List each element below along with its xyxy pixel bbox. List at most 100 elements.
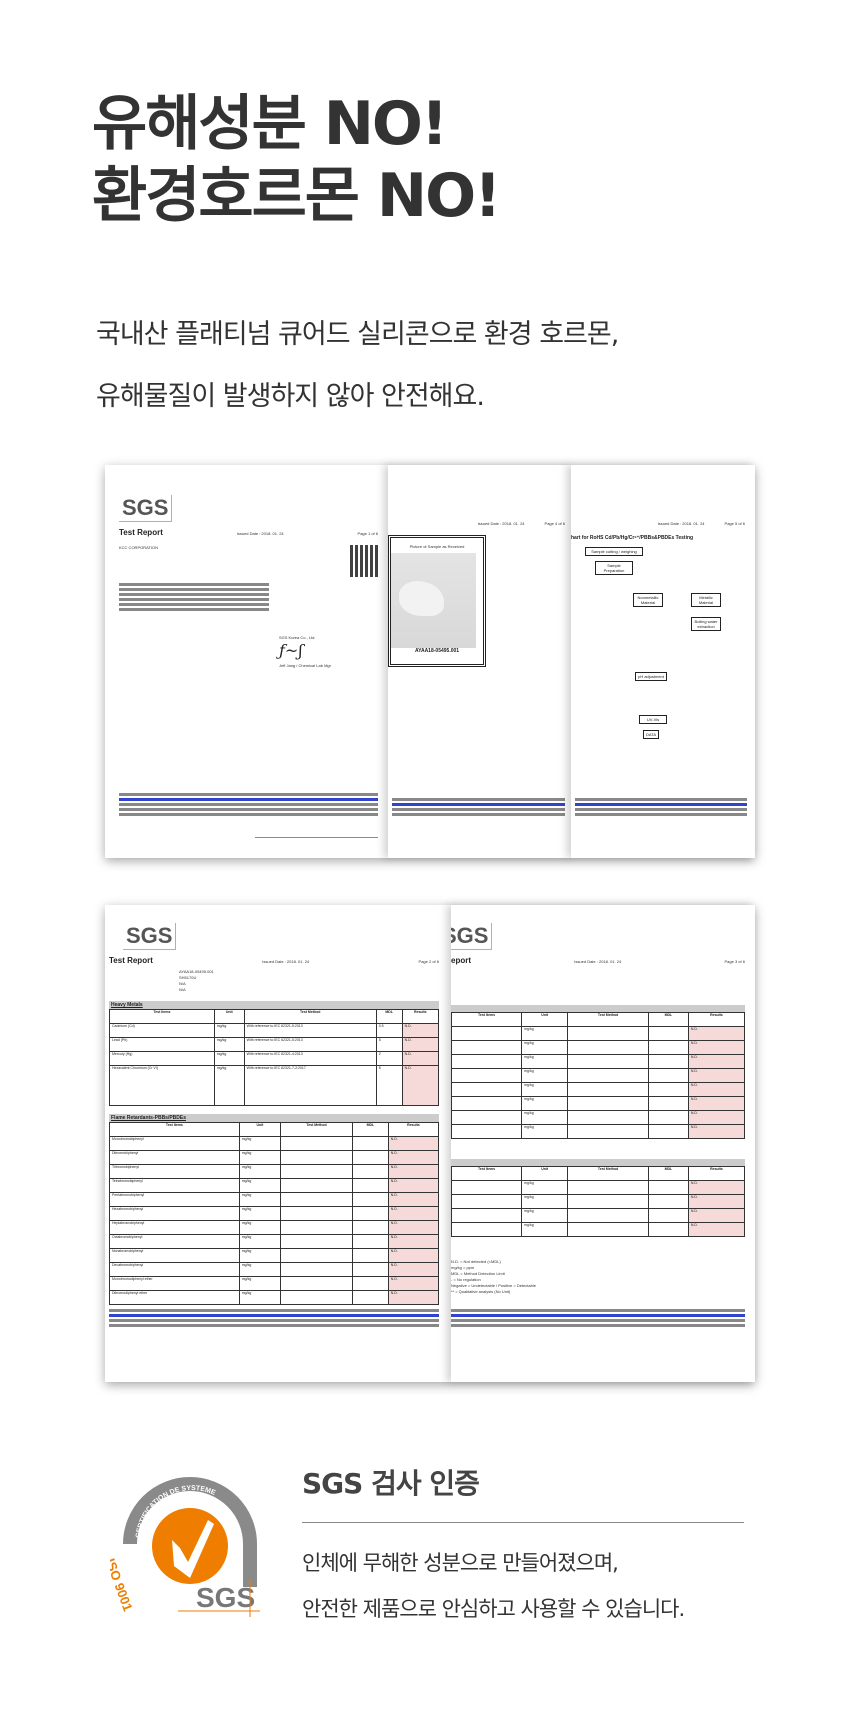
table-row: mg/kg N.D. [451, 1194, 746, 1209]
page-number: Page 5 of 6 [724, 521, 745, 526]
subtitle: 국내산 플래티넘 큐어드 실리콘으로 환경 호르몬, 유해물질이 발생하지 않아… [96, 304, 619, 428]
report-page-5: Issued Date : 2018. 01. 24 Page 5 of 6 h… [571, 465, 755, 858]
headline-line-1: 유해성분 NO! [92, 89, 448, 159]
table-row: Dibromobiphenyl mg/kg N.D. [109, 1150, 440, 1165]
table-row: Mercury (Hg) mg/kg With reference to IEC 6… [109, 1051, 440, 1066]
flow-box: Sample Preparation [595, 561, 633, 575]
signer-name: Jeff Jang / Chemical Lab Mgr [279, 663, 331, 668]
page-number: Page 3 of 6 [724, 959, 745, 964]
table-row: Cadmium (Cd) mg/kg With reference to IEC 6… [109, 1023, 440, 1038]
sample-photo [391, 553, 476, 648]
headline: 유해성분 NO! 환경호르몬 NO! [92, 88, 501, 232]
sample-no: AYAA18-05495.001 [179, 969, 214, 974]
section-heavy-metals: Heavy Metals [109, 1001, 439, 1009]
cert-title: SGS 검사 인증 [302, 1467, 480, 1500]
flow-box: Boiling water extraction [691, 617, 721, 631]
iso-9001-sgs-logo: CERTIFICATION DE SYSTEME ISO 9001 SGS [103, 1462, 270, 1617]
table-row: Tribromobiphenyl mg/kg N.D. [109, 1164, 440, 1179]
cert-description: 인체에 무해한 성분으로 만들어졌으며, 안전한 제품으로 안심하고 사용할 수… [302, 1540, 685, 1632]
table-row: Tetrabromobiphenyl mg/kg N.D. [109, 1178, 440, 1193]
note-line: ** = Qualitative analysis (No Unit) [451, 1289, 511, 1294]
sample-description: SH5170U [179, 975, 197, 980]
report-page-1: SGS Test Report Issued Date : 2018. 01. … [105, 465, 390, 858]
table-row: Monobromodiphenyl ether mg/kg N.D. [109, 1276, 440, 1291]
flow-box: pH adjustment [635, 672, 667, 681]
materials: N/A [179, 987, 186, 992]
divider [302, 1522, 744, 1523]
issued-date: Issued Date : 2018. 01. 24 [262, 959, 310, 964]
subtitle-line-2: 유해물질이 발생하지 않아 안전해요. [96, 381, 485, 412]
table-row: mg/kg N.D. [451, 1040, 746, 1055]
flow-box: Nonmetallic Material [633, 593, 663, 607]
table-row: mg/kg N.D. [451, 1222, 746, 1237]
table-row: Hexabromobiphenyl mg/kg N.D. [109, 1206, 440, 1221]
qr-code-icon [350, 545, 378, 577]
svg-text:ISO 9001: ISO 9001 [110, 1556, 136, 1613]
section-flame-retardants: Flame Retardants-PBBs/PBDEs [109, 1114, 439, 1122]
issued-date: Issued Date : 2018. 01. 24 [657, 521, 705, 526]
table-row: Hexavalent Chromium (Cr VI) mg/kg With ref… [109, 1065, 440, 1106]
flow-box: Metallic Material [691, 593, 721, 607]
table-row: Nonabromobiphenyl mg/kg N.D. [109, 1248, 440, 1263]
svg-text:SGS: SGS [196, 1582, 255, 1613]
headline-line-2: 환경호르몬 NO! [92, 161, 501, 231]
issued-date: Issued Date : 2018. 01. 24 [477, 521, 525, 526]
table-row: mg/kg N.D. [451, 1096, 746, 1111]
table-row: mg/kg N.D. [451, 1180, 746, 1195]
table-row: mg/kg N.D. [451, 1026, 746, 1041]
flame-retardants-table: Test Items Unit Test Method MDL Results Monob… [109, 1122, 440, 1305]
test-report-image-2: SGS Test Report Issued Date : 2018. 01. … [105, 905, 755, 1382]
note-line: MDL = Method Detection Limit [451, 1271, 505, 1276]
report-title: eport [451, 956, 471, 965]
table-row: Lead (Pb) mg/kg With reference to IEC 6232… [109, 1037, 440, 1052]
flow-box: UV-Vis [639, 715, 667, 724]
phthalate-table: Test Items Unit Test Method MDL Results mg/kg… [451, 1166, 746, 1237]
section-bar [451, 1005, 745, 1012]
table-row: mg/kg N.D. [451, 1054, 746, 1069]
picture-caption: Picture of Sample as Received [409, 544, 465, 549]
table-row: mg/kg N.D. [451, 1208, 746, 1223]
note-line: Negative = Undetectable / Positive = Det… [451, 1283, 536, 1288]
client-name: KCC CORPORATION [119, 545, 159, 550]
table-row: Heptabromobiphenyl mg/kg N.D. [109, 1220, 440, 1235]
sgs-logo: SGS [123, 923, 177, 950]
table-row: Dibromodiphenyl ether mg/kg N.D. [109, 1290, 440, 1305]
cert-body-line-1: 인체에 무해한 성분으로 만들어졌으며, [302, 1551, 619, 1575]
report-page-4: Issued Date : 2018. 01. 24 Page 4 of 6 P… [388, 465, 573, 858]
issued-date: Issued Date : 2018. 01. 24 [574, 959, 622, 964]
table-row: Octabromobiphenyl mg/kg N.D. [109, 1234, 440, 1249]
notes: N.D. = Not detected (<MDL) mg/kg = ppm MDL… [451, 1259, 745, 1295]
note-line: mg/kg = ppm [451, 1265, 475, 1270]
note-line: N.D. = Not detected (<MDL) [451, 1259, 501, 1264]
page-number: Page 4 of 6 [544, 521, 565, 526]
table-row: Decabromobiphenyl mg/kg N.D. [109, 1262, 440, 1277]
report-page-2: SGS Test Report Issued Date : 2018. 01. … [105, 905, 453, 1382]
signer-company: SGS Korea Co., Ltd. [279, 635, 316, 640]
table-row: mg/kg N.D. [451, 1082, 746, 1097]
table-row: mg/kg N.D. [451, 1068, 746, 1083]
report-page-3: SGS eport Issued Date : 2018. 01. 24 Pag… [451, 905, 755, 1382]
item-no: N/A [179, 981, 186, 986]
pbde-table: Test Items Unit Test Method MDL Results mg/kg… [451, 1012, 746, 1139]
table-row: Pentabromobiphenyl mg/kg N.D. [109, 1192, 440, 1207]
issued-date: Issued Date : 2018. 01. 24 [236, 531, 284, 536]
report-title: Test Report [109, 956, 153, 965]
flowchart-title: hart for RoHS Cd/Pb/Hg/Cr⁶⁺/PBBs&PBDEs T… [571, 535, 694, 541]
section-bar [451, 1159, 745, 1166]
page-number: Page 2 of 6 [418, 959, 439, 964]
report-title: Test Report [119, 528, 163, 537]
flow-box: DATA [643, 730, 659, 739]
flow-box: Sample cutting / weighing [585, 547, 643, 556]
sgs-logo: SGS [451, 923, 493, 950]
sgs-logo: SGS [119, 495, 173, 522]
heavy-metals-table: Test Items Unit Test Method MDL Results Cadm… [109, 1009, 440, 1106]
table-row: mg/kg N.D. [451, 1110, 746, 1125]
signature-icon: ƒ~ʃ [279, 641, 303, 660]
table-row: mg/kg N.D. [451, 1124, 746, 1139]
note-line: - = No regulation [451, 1277, 481, 1282]
sample-id: AYAA18-05495.001 [414, 648, 460, 654]
subtitle-line-1: 국내산 플래티넘 큐어드 실리콘으로 환경 호르몬, [96, 319, 619, 350]
cert-body-line-2: 안전한 제품으로 안심하고 사용할 수 있습니다. [302, 1597, 685, 1621]
test-report-image-1: SGS Test Report Issued Date : 2018. 01. … [105, 465, 755, 858]
page-number: Page 1 of 6 [357, 531, 378, 536]
